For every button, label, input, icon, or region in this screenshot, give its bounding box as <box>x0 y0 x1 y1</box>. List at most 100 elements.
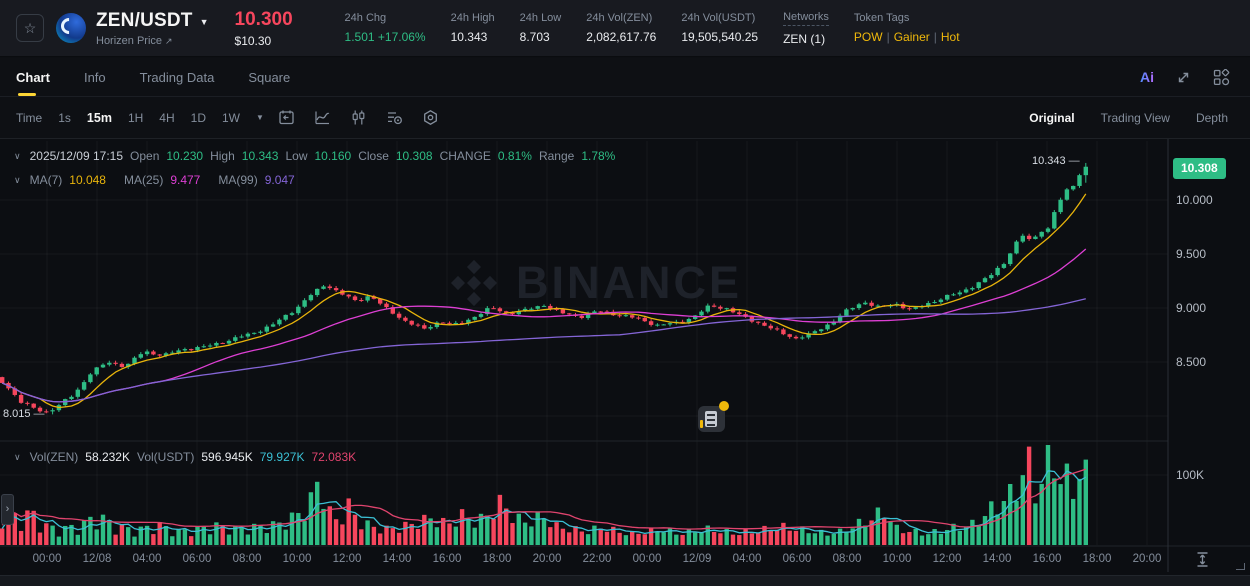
x-axis-label: 18:00 <box>1082 553 1112 565</box>
pair-header: ☆ ZEN/USDT ▼ Horizen Price ↗ 10.300 $10.3… <box>0 0 1250 57</box>
stats-row: 24h Chg 1.501 +17.06% 24h High 10.343 24… <box>345 11 960 46</box>
interval-1h[interactable]: 1H <box>127 110 144 125</box>
vol-zen-value: 58.232K <box>85 450 130 464</box>
stat-token-tags: Token Tags POW | Gainer | Hot <box>853 12 960 44</box>
x-axis-label: 20:00 <box>532 553 562 565</box>
auto-fit-axis-icon[interactable] <box>1194 551 1211 568</box>
collapse-caret-icon[interactable]: ∨ <box>14 174 21 185</box>
y-axis-label: 8.500 <box>1176 355 1207 369</box>
pair-subtitle: Horizen Price <box>96 34 163 47</box>
x-axis-label: 12/08 <box>82 553 112 565</box>
x-axis-label: 22:00 <box>582 553 612 565</box>
tag-hot[interactable]: Hot <box>940 30 960 44</box>
interval-1w[interactable]: 1W <box>221 110 240 125</box>
last-price-tag[interactable]: 10.308 <box>1173 158 1226 179</box>
expand-fullscreen-icon[interactable] <box>1176 70 1191 85</box>
stat-24h-vol-usdt: 24h Vol(USDT) 19,505,540.25 <box>681 12 759 44</box>
range-value: 1.78% <box>581 149 616 163</box>
jump-to-date-icon[interactable] <box>278 109 295 126</box>
zen-coin-logo <box>56 13 86 43</box>
news-event-icon[interactable] <box>698 401 729 432</box>
candlestick-style-icon[interactable] <box>350 109 367 126</box>
interval-1s[interactable]: 1s <box>58 110 71 125</box>
close-value: 10.308 <box>395 149 433 163</box>
x-axis-label: 10:00 <box>282 553 312 565</box>
ma99-value: 9.047 <box>264 173 295 187</box>
candle-datetime: 2025/12/09 17:15 <box>29 149 124 163</box>
ohlc-legend: ∨ 2025/12/09 17:15 Open 10.230 High 10.343… <box>14 149 616 163</box>
x-axis-label: 12:00 <box>932 553 962 565</box>
ai-assistant-button[interactable]: Ai <box>1140 69 1154 85</box>
favorite-star-button[interactable]: ☆ <box>16 14 44 42</box>
x-axis-label: 12/09 <box>682 553 712 565</box>
x-axis-label: 06:00 <box>182 553 212 565</box>
ma-legend: ∨ MA(7) 10.048 MA(25) 9.477 MA(99) 9.047 <box>14 173 295 187</box>
price-chart-canvas[interactable] <box>0 139 1250 586</box>
expand-pane-chevron[interactable]: › <box>1 494 14 525</box>
stat-24h-low: 24h Low 8.703 <box>519 12 562 44</box>
stat-24h-high: 24h High 10.343 <box>450 12 495 44</box>
session-high-marker: 10.343— <box>1032 155 1080 167</box>
interval-15m[interactable]: 15m <box>86 110 112 125</box>
interval-1d[interactable]: 1D <box>190 110 206 125</box>
tab-square[interactable]: Square <box>248 69 291 85</box>
pair-selector[interactable]: ZEN/USDT ▼ <box>96 10 209 32</box>
ma25-value: 9.477 <box>170 173 201 187</box>
x-axis-label: 06:00 <box>782 553 812 565</box>
x-axis-label: 16:00 <box>432 553 462 565</box>
x-axis-label: 04:00 <box>132 553 162 565</box>
pair-subtitle-link[interactable]: Horizen Price ↗ <box>96 35 209 47</box>
indicator-display-icon[interactable] <box>386 109 403 126</box>
notification-dot <box>719 401 729 411</box>
x-axis-label: 12:00 <box>332 553 362 565</box>
layout-grid-icon[interactable] <box>1213 68 1230 86</box>
external-link-icon: ↗ <box>165 35 173 46</box>
chevron-down-icon: ▼ <box>199 16 209 27</box>
x-axis-label: 10:00 <box>882 553 912 565</box>
pair-title: ZEN/USDT <box>96 9 193 31</box>
stat-24h-vol-zen: 24h Vol(ZEN) 2,082,617.76 <box>586 12 657 44</box>
x-axis-label: 04:00 <box>732 553 762 565</box>
axis-corner-mark <box>1236 563 1245 570</box>
collapse-caret-icon[interactable]: ∨ <box>14 451 21 462</box>
collapse-caret-icon[interactable]: ∨ <box>14 150 21 161</box>
x-axis-label: 14:00 <box>982 553 1012 565</box>
tag-pow[interactable]: POW <box>853 30 883 44</box>
tab-info[interactable]: Info <box>83 69 106 85</box>
usd-price: $10.30 <box>234 33 272 48</box>
x-axis-label: 16:00 <box>1032 553 1062 565</box>
tab-chart[interactable]: Chart <box>16 58 50 96</box>
chart-region: BINANCE ∨ 2025/12/09 17:15 Open 10.230 Hi… <box>0 139 1250 586</box>
volume-legend: ∨ Vol(ZEN) 58.232K Vol(USDT) 596.945K 79.9… <box>14 450 357 464</box>
x-axis-label: 00:00 <box>632 553 662 565</box>
session-low-marker: 8.015— <box>3 408 45 420</box>
high-value: 10.343 <box>241 149 279 163</box>
view-depth[interactable]: Depth <box>1195 110 1228 125</box>
x-axis-label: 14:00 <box>382 553 412 565</box>
document-icon <box>705 411 717 427</box>
stat-networks[interactable]: Networks ZEN (1) <box>783 10 829 46</box>
zen-logo-swirl <box>57 14 81 38</box>
interval-time-label[interactable]: Time <box>16 110 43 125</box>
tab-trading-data[interactable]: Trading Data <box>139 69 215 85</box>
last-price: 10.300 <box>234 8 293 30</box>
tag-gainer[interactable]: Gainer <box>893 30 930 44</box>
chart-type-icon[interactable] <box>314 109 331 126</box>
view-trading-view[interactable]: Trading View <box>1100 110 1170 125</box>
highlight-mark <box>700 420 703 428</box>
interval-4h[interactable]: 4H <box>159 110 175 125</box>
window-bottom-strip <box>0 575 1250 586</box>
chart-toolbar: Time 1s 15m 1H 4H 1D 1W ▼ <box>0 97 1250 139</box>
interval-dropdown-caret-icon[interactable]: ▼ <box>255 113 264 122</box>
x-axis-label: 20:00 <box>1132 553 1162 565</box>
y-axis-label: 9.500 <box>1176 247 1207 261</box>
view-original[interactable]: Original <box>1029 110 1075 125</box>
x-axis-label: 08:00 <box>232 553 262 565</box>
y-axis-label: 10.000 <box>1176 193 1213 207</box>
section-tabs: Chart Info Trading Data Square Ai <box>0 58 1250 97</box>
chevron-right-icon: › <box>5 503 10 515</box>
chart-settings-gear-icon[interactable] <box>422 109 439 126</box>
vol-ma2-value: 72.083K <box>311 450 357 464</box>
x-axis-label: 08:00 <box>832 553 862 565</box>
